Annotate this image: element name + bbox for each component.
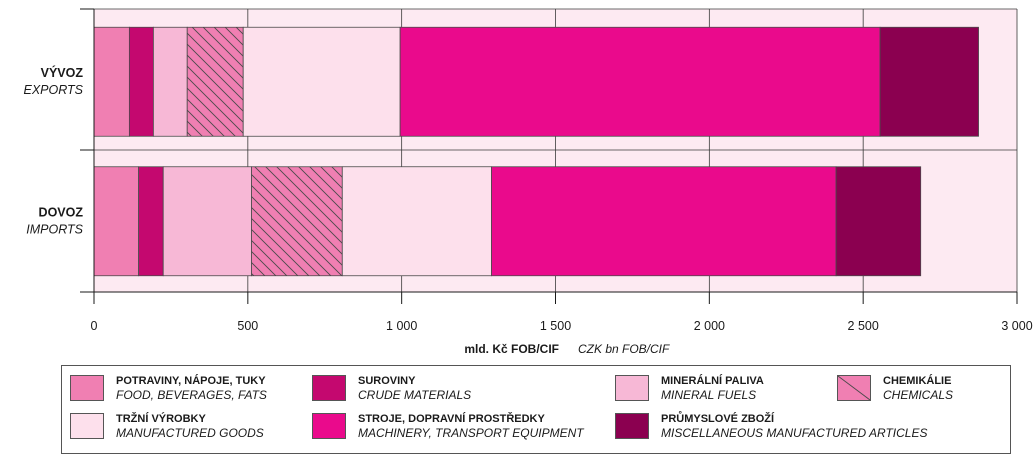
legend-label-en: CRUDE MATERIALS — [358, 388, 472, 402]
category-sublabel: IMPORTS — [26, 222, 83, 236]
chart: VÝVOZ EXPORTS DOVOZ IMPORTS 0 500 1 000 1 500 2… — [23, 8, 1033, 356]
x-tick-label: 0 — [91, 319, 98, 333]
legend: POTRAVINY, NÁPOJE, TUKY FOOD, BEVERAGES, … — [61, 365, 1011, 454]
bars — [93, 26, 979, 277]
bar-segment — [93, 166, 140, 277]
legend-label: CHEMIKÁLIE — [883, 375, 952, 387]
x-tick-label: 500 — [237, 319, 258, 333]
bar-segment — [138, 166, 164, 277]
bar-segment — [251, 166, 343, 277]
legend-label-en: MINERAL FUELS — [661, 388, 757, 402]
axes — [80, 8, 1018, 304]
bar-segment — [93, 26, 130, 137]
bar-segment — [399, 26, 881, 137]
bar-segment — [835, 166, 922, 277]
legend-swatch — [615, 413, 649, 439]
bar-segment — [242, 26, 401, 137]
x-axis-label-en: CZK bn FOB/CIF — [578, 342, 670, 356]
category-sublabel: EXPORTS — [23, 83, 83, 97]
bar-segment — [162, 166, 252, 277]
bar-segment — [152, 26, 188, 137]
legend-swatch — [615, 375, 649, 401]
x-axis-label: mld. Kč FOB/CIF — [464, 342, 559, 356]
legend-label: STROJE, DOPRAVNÍ PROSTŘEDKY — [358, 413, 545, 425]
category-labels: VÝVOZ EXPORTS DOVOZ IMPORTS — [23, 65, 83, 237]
x-tick-label: 1 000 — [386, 319, 417, 333]
legend-label-en: FOOD, BEVERAGES, FATS — [116, 388, 267, 402]
legend-label: TRŽNÍ VÝROBKY — [116, 413, 206, 425]
category-label: DOVOZ — [39, 205, 84, 219]
x-tick-labels: 0 500 1 000 1 500 2 000 2 500 3 000 — [91, 319, 1033, 333]
legend-swatch — [70, 375, 104, 401]
legend-label: MINERÁLNÍ PALIVA — [661, 375, 764, 387]
legend-swatch — [837, 375, 871, 401]
legend-label: POTRAVINY, NÁPOJE, TUKY — [116, 375, 266, 387]
x-tick-label: 3 000 — [1001, 319, 1032, 333]
bar-segment — [128, 26, 154, 137]
bar-segment — [491, 166, 837, 277]
legend-label-en: CHEMICALS — [883, 388, 954, 402]
x-tick-label: 1 500 — [540, 319, 571, 333]
legend-label: SUROVINY — [358, 375, 416, 387]
legend-swatch — [312, 413, 346, 439]
legend-label: PRŮMYSLOVÉ ZBOŽÍ — [661, 413, 775, 425]
x-tick-label: 2 500 — [848, 319, 879, 333]
bar-segment — [341, 166, 492, 277]
bar-segment — [879, 26, 979, 137]
bar-segment — [186, 26, 244, 137]
legend-label-en: MACHINERY, TRANSPORT EQUIPMENT — [358, 426, 584, 440]
x-tick-label: 2 000 — [694, 319, 725, 333]
category-label: VÝVOZ — [41, 65, 84, 80]
legend-label-en: MANUFACTURED GOODS — [116, 426, 264, 440]
legend-swatch — [70, 413, 104, 439]
legend-label-en: MISCELLANEOUS MANUFACTURED ARTICLES — [661, 426, 928, 440]
legend-swatch — [312, 375, 346, 401]
